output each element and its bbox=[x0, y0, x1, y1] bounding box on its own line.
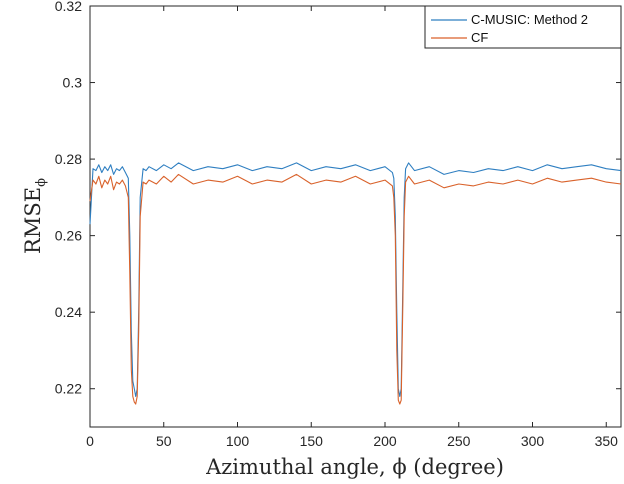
y-tick-label-0: 0.22 bbox=[55, 381, 82, 397]
x-tick-label-0: 0 bbox=[86, 433, 94, 449]
x-tick-label-3: 150 bbox=[300, 433, 324, 449]
series-line-cmusic bbox=[89, 162, 622, 397]
legend-label-cmusic: C-MUSIC: Method 2 bbox=[471, 12, 588, 27]
x-tick-label-6: 300 bbox=[521, 433, 545, 449]
y-tick-label-2: 0.26 bbox=[55, 228, 82, 244]
x-tick-label-4: 200 bbox=[373, 433, 397, 449]
legend-label-cf: CF bbox=[471, 30, 488, 45]
x-tick-label-1: 50 bbox=[156, 433, 172, 449]
y-tick-label-4: 0.3 bbox=[63, 75, 83, 91]
plot-area bbox=[89, 5, 622, 428]
x-tick-label-2: 100 bbox=[226, 433, 250, 449]
legend: C-MUSIC: Method 2 CF bbox=[424, 5, 622, 49]
y-axis-label-main: RMSE bbox=[21, 187, 45, 254]
legend-box bbox=[424, 5, 622, 49]
x-tick-label-5: 250 bbox=[447, 433, 471, 449]
series-line-cf bbox=[89, 173, 622, 405]
y-tick-label-5: 0.32 bbox=[55, 0, 82, 14]
y-tick-label-1: 0.24 bbox=[55, 304, 82, 320]
x-axis-label: Azimuthal angle, ϕ (degree) bbox=[205, 455, 504, 479]
x-tick-label-7: 350 bbox=[595, 433, 619, 449]
y-axis-ticks: 0.22 0.24 0.26 0.28 0.3 0.32 bbox=[55, 0, 621, 397]
y-axis-label: RMSEϕ bbox=[21, 178, 49, 254]
y-tick-label-3: 0.28 bbox=[55, 151, 82, 167]
x-axis-ticks: 0 50 100 150 200 250 300 350 bbox=[86, 6, 618, 449]
series-lines bbox=[89, 162, 622, 405]
y-axis-label-sub: ϕ bbox=[34, 178, 49, 187]
